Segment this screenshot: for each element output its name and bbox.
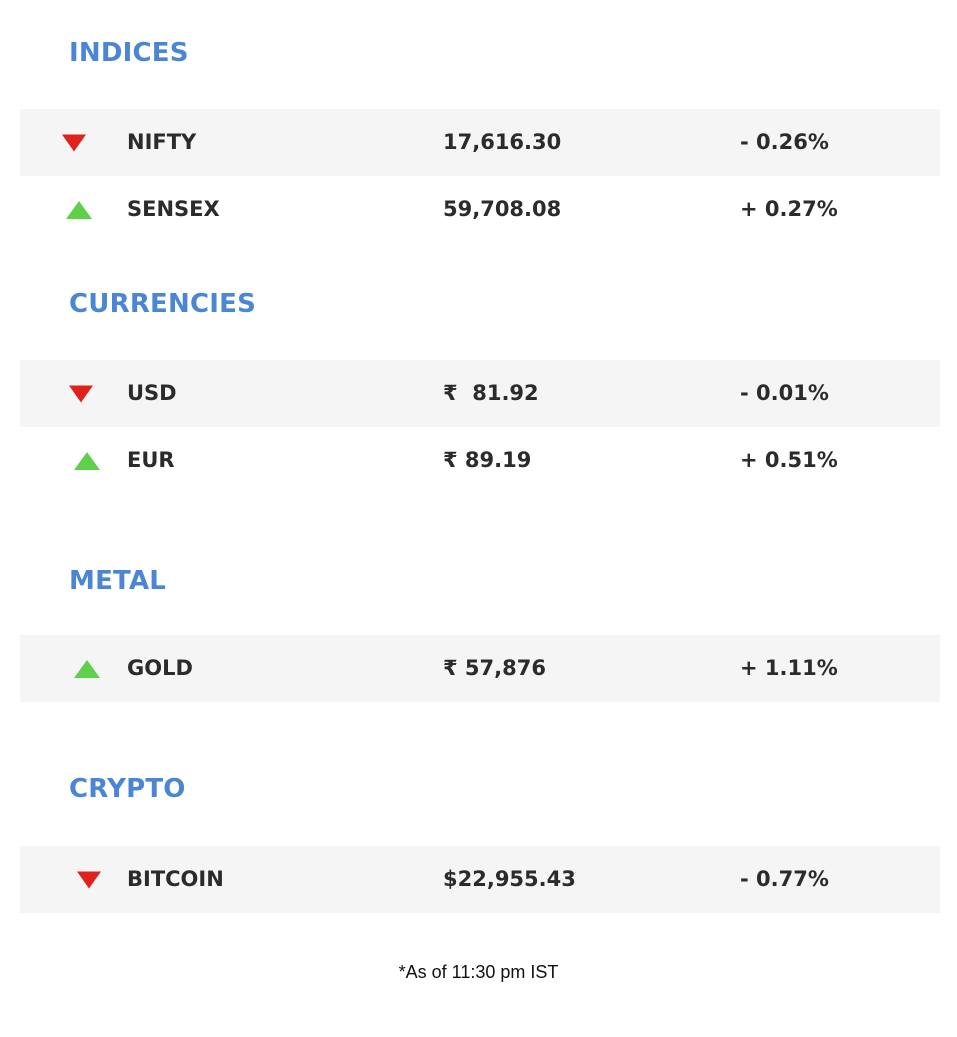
market-row-sensex: SENSEX 59,708.08 + 0.27% xyxy=(20,176,940,243)
instrument-price: ₹ 57,876 xyxy=(443,656,546,680)
instrument-price: 17,616.30 xyxy=(443,130,562,154)
instrument-price: ₹ 89.19 xyxy=(443,448,532,472)
market-row-bitcoin: BITCOIN $22,955.43 - 0.77% xyxy=(20,846,940,913)
instrument-price: $22,955.43 xyxy=(443,867,576,891)
up-triangle-icon xyxy=(74,659,100,678)
section-title-crypto: CRYPTO xyxy=(69,774,186,804)
instrument-name: BITCOIN xyxy=(127,867,224,891)
section-title-metal: METAL xyxy=(69,566,167,596)
instrument-change: + 0.27% xyxy=(740,197,838,221)
instrument-change: + 0.51% xyxy=(740,448,838,472)
instrument-change: + 1.11% xyxy=(740,656,838,680)
down-triangle-icon xyxy=(77,871,101,888)
instrument-name: SENSEX xyxy=(127,197,220,221)
instrument-price: ₹ 81.92 xyxy=(443,381,539,405)
instrument-change: - 0.26% xyxy=(740,130,829,154)
market-row-eur: EUR ₹ 89.19 + 0.51% xyxy=(20,427,940,494)
up-triangle-icon xyxy=(66,200,92,219)
instrument-name: GOLD xyxy=(127,656,193,680)
section-title-currencies: CURRENCIES xyxy=(69,289,256,319)
instrument-change: - 0.77% xyxy=(740,867,829,891)
instrument-change: - 0.01% xyxy=(740,381,829,405)
instrument-name: EUR xyxy=(127,448,175,472)
instrument-price: 59,708.08 xyxy=(443,197,562,221)
instrument-name: NIFTY xyxy=(127,130,197,154)
up-triangle-icon xyxy=(74,451,100,470)
timestamp-footnote: *As of 11:30 pm IST xyxy=(398,962,559,982)
down-triangle-icon xyxy=(69,385,93,402)
market-row-usd: USD ₹ 81.92 - 0.01% xyxy=(20,360,940,427)
instrument-name: USD xyxy=(127,381,177,405)
market-row-nifty: NIFTY 17,616.30 - 0.26% xyxy=(20,109,940,176)
market-row-gold: GOLD ₹ 57,876 + 1.11% xyxy=(20,635,940,702)
section-title-indices: INDICES xyxy=(69,38,189,68)
down-triangle-icon xyxy=(62,134,86,151)
